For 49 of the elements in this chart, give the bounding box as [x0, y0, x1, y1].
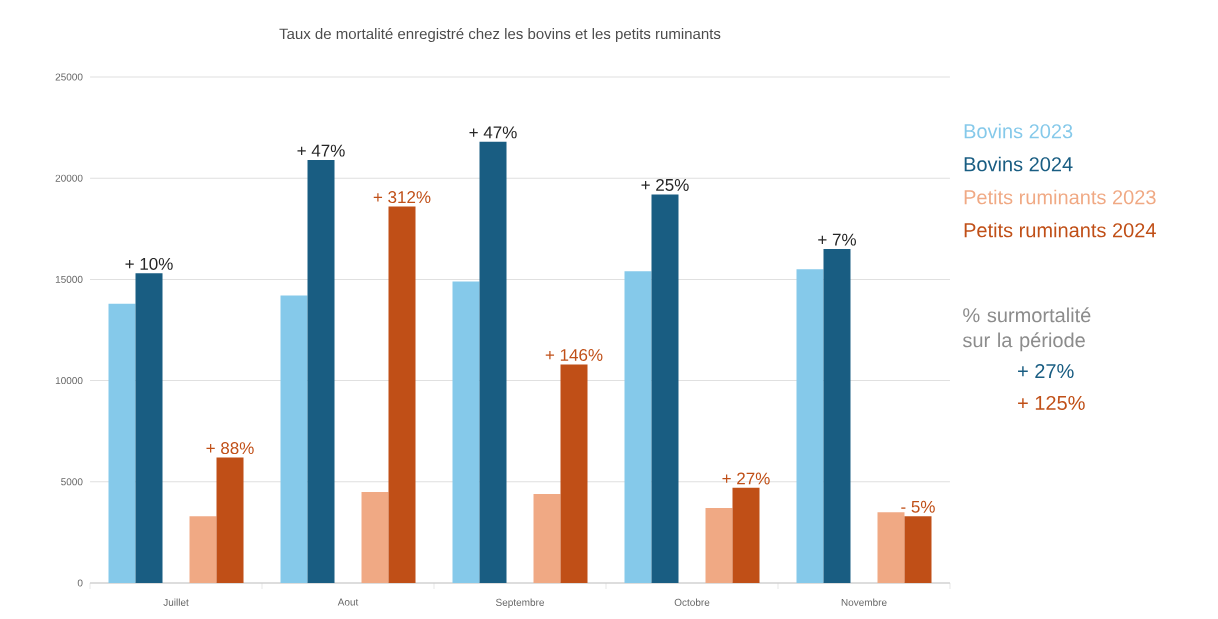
bar [307, 159, 335, 583]
annotation: + 27% [722, 472, 770, 485]
bar [479, 141, 507, 583]
bar [452, 281, 480, 583]
bar [361, 491, 389, 583]
annotation: + 47% [297, 144, 345, 157]
bar [705, 508, 733, 583]
bar [189, 516, 217, 583]
bar [108, 303, 136, 583]
bar [877, 512, 905, 583]
bar [388, 206, 416, 583]
y-tick-label: 10000 [55, 377, 83, 385]
annotation: + 88% [206, 442, 254, 455]
annotation: + 10% [125, 257, 173, 270]
x-tick-label: Novembre [841, 598, 887, 606]
y-tick-label: 20000 [55, 174, 83, 182]
annotation: + 7% [818, 233, 856, 246]
text: + 125% [1018, 395, 1085, 411]
bar [732, 487, 760, 583]
y-tick-label: 25000 [55, 73, 83, 81]
x-tick-label: Septembre [495, 598, 545, 608]
annotation: - 5% [901, 500, 935, 513]
x-tick-label: Octobre [674, 598, 710, 606]
bar [216, 457, 244, 583]
chart-title: Taux de mortalité enregistré chez les bovins et les petits ruminants [279, 27, 721, 43]
bar [651, 194, 679, 583]
bar [135, 273, 163, 583]
bar [624, 271, 652, 583]
bar [823, 249, 851, 583]
bar [796, 269, 824, 583]
annotation: + 312% [373, 191, 431, 204]
annotation: + 25% [641, 178, 689, 191]
text: Petits ruminants 2024 [964, 222, 1156, 238]
annotation: + 146% [545, 348, 603, 361]
y-tick-label: 15000 [55, 275, 83, 283]
annotation: + 47% [469, 126, 517, 139]
text: Bovins 2024 [964, 156, 1073, 172]
bar [280, 295, 308, 583]
x-tick-label: Aout [337, 598, 359, 606]
text: Petits ruminants 2023 [964, 189, 1156, 205]
x-tick-label: Juillet [163, 598, 189, 606]
bar [904, 516, 932, 583]
y-tick-label: 5000 [61, 478, 83, 486]
text: + 27% [1018, 363, 1074, 379]
bar [533, 493, 561, 583]
text: Bovins 2023 [964, 123, 1073, 139]
bar [560, 364, 588, 583]
text: % surmortalité sur la période [962, 307, 1091, 352]
y-tick-label: 0 [77, 579, 83, 587]
